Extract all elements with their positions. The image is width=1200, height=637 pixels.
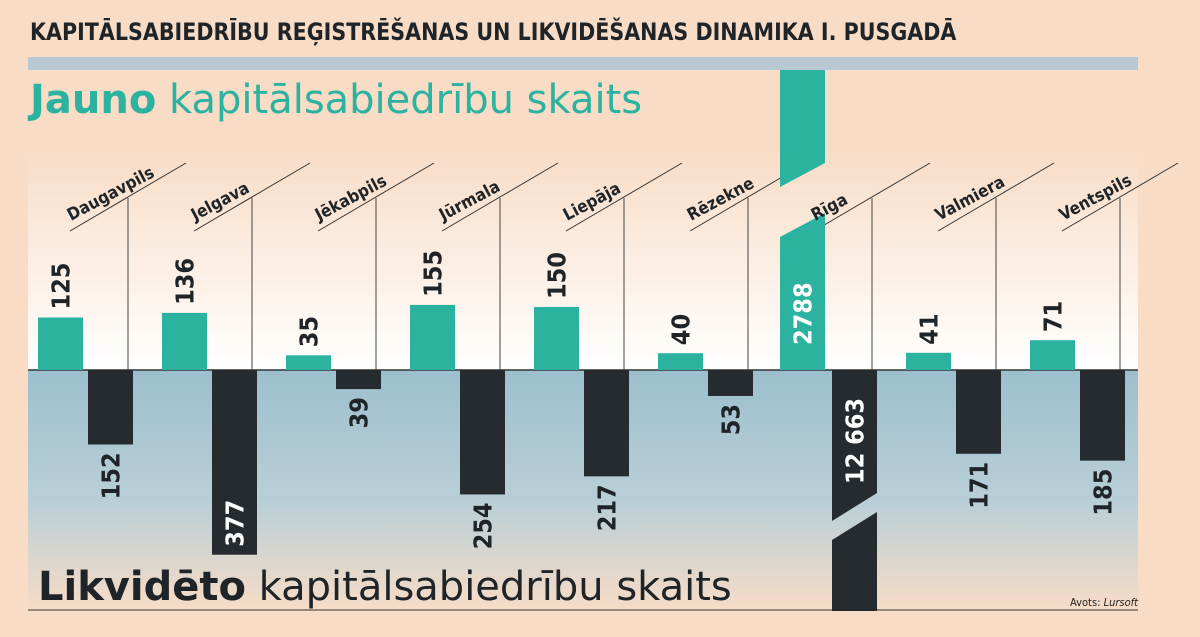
- bar-new-cat-6-upper: [780, 70, 825, 187]
- bar-liquidated-cat-1: [212, 370, 257, 555]
- value-label-liquidated-cat-1: 377: [221, 500, 250, 547]
- header-rule: [28, 57, 1138, 70]
- source-name: Lursoft: [1104, 596, 1140, 609]
- bar-liquidated-cat-8: [1080, 370, 1125, 461]
- value-label-liquidated-cat-7: 171: [965, 462, 994, 509]
- value-label-liquidated-cat-2: 39: [345, 397, 374, 428]
- category-guide-cat-0: [69, 162, 187, 232]
- bar-new-cat-6-lower: [780, 213, 825, 370]
- series-title-liquidated-bold: Likvidēto: [38, 564, 246, 610]
- bar-liquidated-cat-3: [460, 370, 505, 495]
- series-title-new: Jauno kapitālsabiedrību skaits: [27, 77, 642, 123]
- value-label-new-cat-4: 150: [543, 252, 572, 299]
- bar-new-cat-8: [1030, 340, 1075, 370]
- category-guide-cat-1: [193, 162, 311, 232]
- bar-liquidated-cat-5: [708, 370, 753, 396]
- value-label-liquidated-cat-0: 152: [97, 452, 126, 499]
- bar-new-cat-1: [162, 312, 207, 370]
- value-label-new-cat-8: 71: [1039, 301, 1068, 332]
- category-guide-cat-2: [317, 162, 435, 232]
- value-label-new-cat-1: 136: [171, 258, 200, 305]
- bar-new-cat-4: [534, 307, 579, 370]
- category-guide-cat-7: [937, 162, 1055, 232]
- bar-liquidated-cat-2: [336, 370, 381, 390]
- series-title-liquidated-rest: kapitālsabiedrību skaits: [246, 564, 732, 610]
- value-label-liquidated-cat-4: 217: [593, 484, 622, 531]
- value-label-liquidated-cat-6: 12 663: [841, 398, 870, 484]
- bar-new-cat-0: [38, 317, 83, 370]
- series-title-new-rest: kapitālsabiedrību skaits: [156, 77, 642, 123]
- bar-liquidated-cat-7: [956, 370, 1001, 454]
- source-note: Avots: Lursoft: [1070, 596, 1139, 609]
- category-guide-cat-8: [1061, 162, 1179, 232]
- value-label-new-cat-3: 155: [419, 250, 448, 297]
- series-title-new-bold: Jauno: [27, 77, 156, 123]
- value-label-liquidated-cat-8: 185: [1089, 469, 1118, 516]
- series-title-liquidated: Likvidēto kapitālsabiedrību skaits: [38, 564, 732, 610]
- bar-liquidated-cat-4: [584, 370, 629, 477]
- value-label-liquidated-cat-3: 254: [469, 502, 498, 549]
- upper-panel: [28, 150, 1138, 370]
- value-label-new-cat-2: 35: [295, 316, 324, 347]
- value-label-new-cat-5: 40: [667, 314, 696, 345]
- bar-new-cat-2: [286, 355, 331, 370]
- category-guide-cat-3: [441, 162, 559, 232]
- bar-liquidated-cat-6-lower: [832, 512, 877, 611]
- chart-title: KAPITĀLSABIEDRĪBU REĢISTRĒŠANAS UN LIKVI…: [30, 18, 957, 46]
- value-label-new-cat-7: 41: [915, 313, 944, 344]
- bar-new-cat-7: [906, 352, 951, 370]
- bar-liquidated-cat-6-upper: [832, 370, 877, 521]
- value-label-liquidated-cat-5: 53: [717, 404, 746, 435]
- category-guide-cat-4: [565, 162, 683, 232]
- bar-liquidated-cat-0: [88, 370, 133, 445]
- bar-new-cat-5: [658, 353, 703, 370]
- source-prefix: Avots:: [1070, 596, 1104, 609]
- value-label-new-cat-0: 125: [47, 263, 76, 310]
- value-label-new-cat-6: 2788: [789, 282, 818, 345]
- category-guide-cat-6: [813, 162, 931, 232]
- bar-new-cat-3: [410, 304, 455, 370]
